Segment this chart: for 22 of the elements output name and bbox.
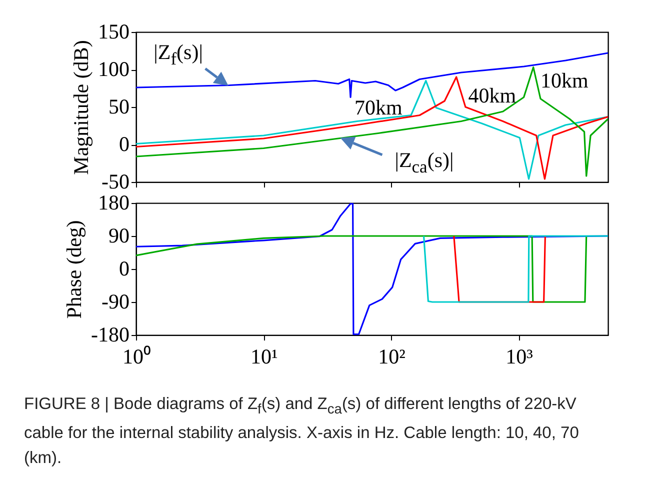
x-tick-label: 10⁰ — [122, 344, 150, 368]
y-axis-title: Phase (deg) — [62, 220, 86, 319]
annotation: |Z$_{f}$(s)| — [154, 40, 203, 68]
y-tick-label: -90 — [102, 290, 130, 314]
y-tick-label: 150 — [98, 20, 130, 44]
annotation: 10km — [540, 68, 588, 93]
annotation: 70km — [354, 96, 402, 120]
annotation: |Z$_{ca}$(s)| — [394, 148, 454, 176]
x-tick-label: 10³ — [506, 344, 533, 368]
x-tick-label: 10² — [378, 344, 406, 368]
y-tick-label: 90 — [108, 224, 130, 248]
y-tick-label: -50 — [102, 170, 130, 194]
y-axis-title: Magnitude (dB) — [69, 40, 93, 175]
y-tick-label: 50 — [108, 94, 130, 118]
y-tick-label: 0 — [119, 256, 130, 280]
y-tick-label: 180 — [98, 190, 130, 214]
x-tick-label: 10¹ — [250, 344, 278, 368]
y-tick-label: 100 — [98, 57, 130, 81]
y-tick-label: 0 — [119, 132, 130, 156]
annotation: 40km — [468, 83, 516, 108]
y-tick-label: -180 — [91, 322, 130, 346]
caption: FIGURE 8 | Bode diagrams of Z$_{f}$(s) and Z$_{ca}$(s) of different lengths of 220-kV cable for the internal stability analysis. X-axis in Hz. Cable length: 10, 40, 70 (km). — [24, 394, 580, 470]
